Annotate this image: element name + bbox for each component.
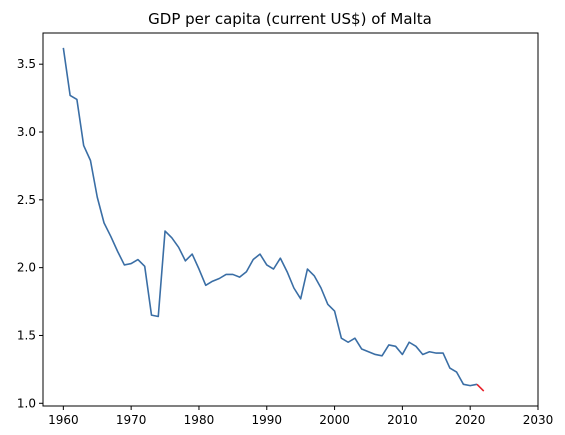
x-tick-label: 2010	[387, 413, 418, 427]
y-tick-label: 1.5	[17, 328, 36, 342]
x-axis: 1960 1970 1980 1990 2000 2010 2020 2030	[48, 406, 553, 427]
plot-area	[62, 47, 485, 392]
y-tick-label: 3.0	[17, 125, 36, 139]
x-tick-label: 1970	[116, 413, 147, 427]
x-tick-label: 1990	[251, 413, 282, 427]
x-tick-label: 2020	[455, 413, 486, 427]
chart-title: GDP per capita (current US$) of Malta	[148, 10, 432, 28]
x-tick-label: 1980	[184, 413, 215, 427]
y-axis: 1.0 1.5 2.0 2.5 3.0 3.5	[17, 57, 43, 410]
y-tick-label: 1.0	[17, 396, 36, 410]
x-tick-label: 1960	[48, 413, 79, 427]
series-line-2	[476, 383, 485, 392]
y-tick-label: 2.0	[17, 261, 36, 275]
x-tick-label: 2030	[523, 413, 554, 427]
series-line-1	[62, 47, 478, 387]
x-tick-label: 2000	[319, 413, 350, 427]
y-tick-label: 3.5	[17, 57, 36, 71]
axes-frame	[42, 32, 539, 407]
y-tick-label: 2.5	[17, 193, 36, 207]
